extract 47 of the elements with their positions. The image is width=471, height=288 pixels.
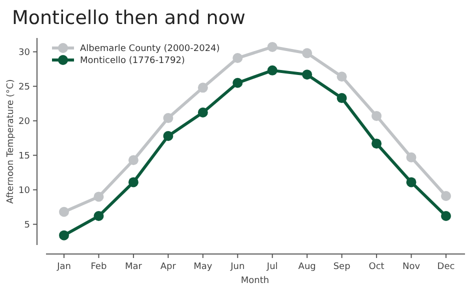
x-tick-label: Jun [230, 262, 245, 272]
point [59, 230, 69, 240]
y-axis-title: Afternoon Temperature (°C) [6, 79, 16, 204]
point [336, 72, 347, 82]
point [302, 70, 312, 80]
x-tick-label: May [194, 262, 213, 272]
y-tick-label: 20 [18, 116, 30, 127]
x-tick-label: Feb [90, 262, 107, 272]
point [267, 65, 278, 76]
point [336, 93, 347, 104]
point [232, 78, 243, 88]
point [302, 48, 312, 58]
point [441, 211, 451, 222]
point [94, 211, 104, 222]
legend-label: Monticello (1776-1792) [80, 56, 185, 66]
x-tick-label: Mar [124, 262, 142, 272]
chart-title: Monticello then and now [12, 7, 246, 29]
y-tick-label: 5 [24, 220, 30, 230]
point [198, 108, 208, 118]
x-tick-label: Nov [402, 262, 421, 272]
y-tick-label: 25 [18, 82, 30, 92]
x-tick-label: Aug [298, 262, 316, 272]
point [198, 82, 208, 93]
point [94, 192, 104, 202]
point [406, 152, 416, 162]
point [372, 138, 382, 149]
y-tick-label: 10 [18, 186, 30, 196]
x-tick-label: Apr [160, 262, 176, 272]
point [267, 42, 278, 52]
y-tick-label: 30 [18, 48, 30, 58]
point [128, 177, 138, 188]
point [441, 191, 451, 202]
x-axis-title: Month [240, 276, 270, 286]
point [232, 53, 243, 64]
point [163, 113, 174, 124]
x-tick-label: Dec [437, 262, 455, 272]
x-tick-label: Jul [266, 262, 278, 272]
point [163, 130, 174, 141]
legend-label: Albemarle County (2000-2024) [80, 44, 220, 54]
x-tick-label: Jan [56, 262, 71, 272]
y-tick-label: 15 [18, 151, 30, 162]
point [406, 177, 416, 188]
x-tick-label: Oct [368, 262, 385, 272]
x-tick-label: Sep [333, 262, 351, 272]
point [372, 110, 382, 121]
point [59, 206, 69, 217]
point [128, 155, 138, 166]
